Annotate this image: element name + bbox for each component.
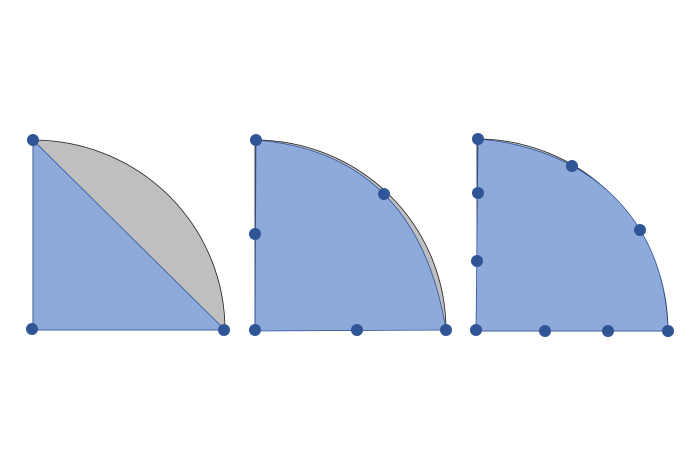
node (440, 324, 452, 336)
node (634, 224, 646, 236)
node (27, 134, 39, 146)
panel-cubic (470, 133, 674, 337)
node (539, 325, 551, 337)
node (378, 188, 390, 200)
panel-quadratic (249, 134, 452, 336)
quadratic-approximation (254, 139, 447, 332)
cubic-approximation (475, 138, 669, 332)
node (249, 228, 261, 240)
panel-linear (26, 134, 230, 336)
node (218, 324, 230, 336)
node (472, 187, 484, 199)
node (662, 325, 674, 337)
node (472, 133, 484, 145)
node (602, 325, 614, 337)
node (250, 134, 262, 146)
node (471, 255, 483, 267)
node (249, 324, 261, 336)
linear-approximation (32, 139, 226, 331)
node (566, 160, 578, 172)
node (470, 324, 482, 336)
node (351, 324, 363, 336)
node (26, 323, 38, 335)
